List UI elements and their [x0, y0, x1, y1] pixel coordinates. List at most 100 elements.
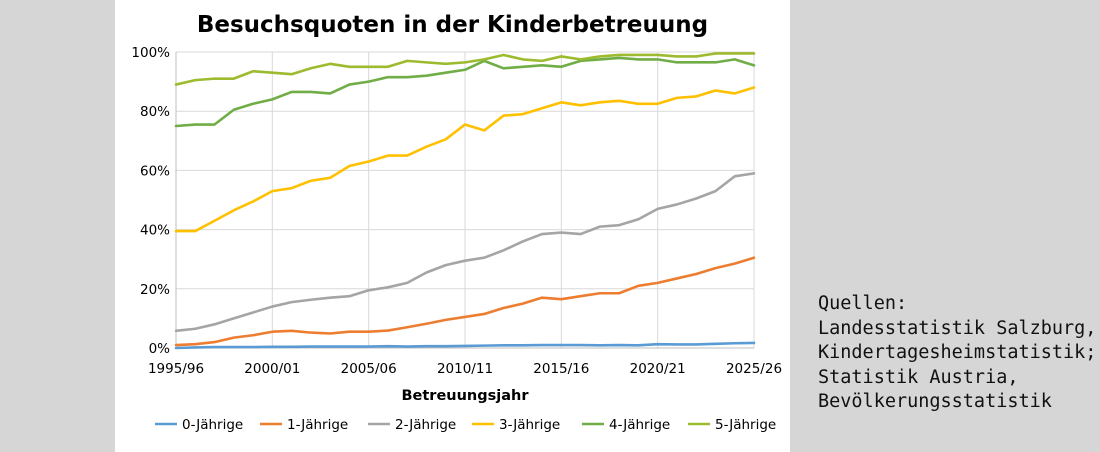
x-tick-label: 2005/06	[341, 361, 397, 377]
source-line: Landesstatistik Salzburg,	[818, 317, 1097, 339]
data-point-4-j-hrige	[367, 80, 370, 83]
data-point-2-j-hrige	[232, 317, 235, 320]
data-point-5-j-hrige	[444, 62, 447, 65]
chart-card: Besuchsquoten in der Kinderbetreuung 0% 2…	[115, 0, 790, 452]
y-tick-label: 40%	[140, 223, 170, 239]
data-point-1-j-hrige	[753, 256, 755, 259]
data-point-5-j-hrige	[598, 55, 601, 58]
data-point-3-j-hrige	[464, 123, 466, 126]
data-point-5-j-hrige	[753, 52, 755, 55]
data-point-4-j-hrige	[387, 76, 389, 79]
data-point-1-j-hrige	[733, 262, 736, 265]
data-point-0-j-hrige	[695, 343, 698, 346]
x-tick-label: 2015/16	[533, 361, 589, 377]
data-point-2-j-hrige	[290, 301, 293, 304]
data-point-5-j-hrige	[579, 58, 582, 61]
data-point-5-j-hrige	[676, 55, 678, 58]
data-point-4-j-hrige	[194, 123, 197, 126]
data-point-2-j-hrige	[733, 175, 736, 178]
data-point-1-j-hrige	[637, 284, 640, 287]
data-point-5-j-hrige	[502, 54, 505, 56]
data-point-2-j-hrige	[194, 327, 197, 330]
data-point-0-j-hrige	[502, 344, 505, 347]
data-point-3-j-hrige	[676, 96, 678, 99]
data-point-1-j-hrige	[290, 329, 293, 332]
x-tick-label: 2025/26	[726, 361, 782, 377]
data-point-3-j-hrige	[309, 179, 312, 182]
data-point-5-j-hrige	[348, 65, 351, 68]
data-point-5-j-hrige	[637, 54, 640, 56]
data-point-2-j-hrige	[753, 172, 755, 175]
data-point-1-j-hrige	[175, 344, 177, 346]
data-point-4-j-hrige	[444, 71, 447, 74]
data-point-5-j-hrige	[387, 65, 389, 68]
data-point-2-j-hrige	[464, 259, 466, 262]
data-point-0-j-hrige	[483, 344, 486, 347]
data-point-0-j-hrige	[560, 344, 563, 346]
data-point-5-j-hrige	[213, 77, 216, 80]
data-point-0-j-hrige	[367, 345, 370, 348]
data-point-4-j-hrige	[656, 58, 659, 61]
data-point-0-j-hrige	[387, 345, 389, 348]
data-point-4-j-hrige	[695, 61, 698, 64]
legend-label: 5-Jährige	[715, 417, 776, 433]
data-point-4-j-hrige	[348, 83, 351, 86]
data-point-2-j-hrige	[502, 249, 505, 252]
data-point-1-j-hrige	[714, 267, 717, 269]
data-point-0-j-hrige	[252, 346, 254, 349]
data-point-4-j-hrige	[541, 64, 543, 67]
source-line: Kindertagesheimstatistik;	[818, 342, 1097, 363]
data-point-4-j-hrige	[329, 92, 332, 95]
data-point-0-j-hrige	[676, 343, 678, 346]
data-point-1-j-hrige	[348, 330, 351, 333]
data-point-4-j-hrige	[560, 65, 563, 68]
data-point-5-j-hrige	[521, 58, 524, 61]
data-point-1-j-hrige	[252, 334, 254, 337]
legend-label: 4-Jährige	[609, 417, 670, 433]
data-point-2-j-hrige	[367, 289, 370, 292]
data-point-1-j-hrige	[367, 330, 370, 333]
data-point-1-j-hrige	[464, 316, 466, 318]
data-point-3-j-hrige	[329, 176, 332, 179]
data-point-0-j-hrige	[175, 347, 177, 349]
data-point-2-j-hrige	[656, 207, 659, 210]
data-point-3-j-hrige	[502, 114, 505, 117]
data-point-4-j-hrige	[753, 64, 755, 67]
data-point-4-j-hrige	[309, 91, 312, 93]
data-point-2-j-hrige	[329, 296, 332, 299]
data-point-5-j-hrige	[714, 52, 717, 55]
data-point-5-j-hrige	[695, 55, 698, 58]
x-axis-title: Betreuungsjahr	[401, 388, 529, 404]
data-point-4-j-hrige	[464, 68, 466, 71]
data-point-0-j-hrige	[579, 344, 582, 346]
data-point-1-j-hrige	[695, 273, 698, 275]
data-point-1-j-hrige	[676, 277, 678, 280]
data-point-1-j-hrige	[387, 329, 389, 332]
data-point-4-j-hrige	[406, 76, 409, 79]
data-point-5-j-hrige	[733, 52, 736, 55]
data-point-0-j-hrige	[733, 342, 736, 345]
data-point-2-j-hrige	[175, 329, 177, 332]
data-point-1-j-hrige	[541, 296, 543, 299]
data-point-3-j-hrige	[367, 160, 370, 163]
y-tick-label: 60%	[140, 163, 170, 179]
legend-label: 1-Jährige	[287, 417, 348, 433]
data-point-4-j-hrige	[714, 61, 717, 64]
data-point-2-j-hrige	[348, 295, 351, 298]
data-point-4-j-hrige	[733, 58, 736, 61]
y-tick-label: 80%	[140, 104, 170, 120]
data-point-1-j-hrige	[194, 343, 197, 346]
data-point-5-j-hrige	[425, 61, 428, 64]
data-point-3-j-hrige	[483, 129, 486, 132]
data-point-4-j-hrige	[232, 108, 235, 111]
data-point-2-j-hrige	[521, 240, 524, 243]
x-tick-label: 2000/01	[244, 361, 300, 377]
data-point-2-j-hrige	[541, 233, 543, 235]
data-point-1-j-hrige	[444, 318, 447, 321]
data-point-3-j-hrige	[560, 101, 563, 104]
legend-label: 0-Jährige	[182, 417, 243, 433]
data-point-4-j-hrige	[213, 123, 216, 126]
x-tick-label: 2010/11	[437, 361, 493, 377]
data-point-3-j-hrige	[444, 138, 447, 141]
data-point-5-j-hrige	[175, 83, 177, 86]
